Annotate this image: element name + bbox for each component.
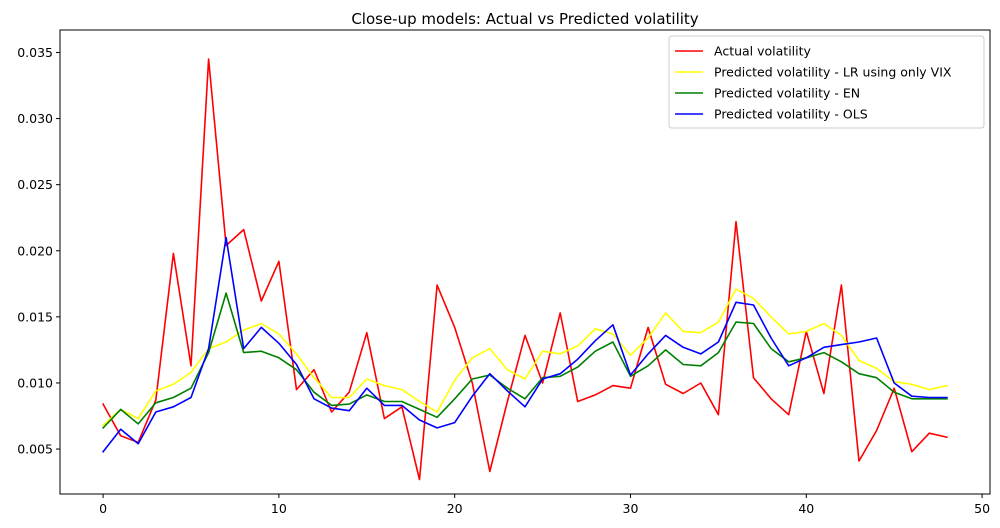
y-tick-label: 0.035 bbox=[17, 45, 53, 60]
x-tick-label: 0 bbox=[99, 501, 107, 516]
series-line-3 bbox=[101, 292, 948, 430]
series-line-2 bbox=[101, 288, 948, 427]
x-tick-label: 20 bbox=[447, 501, 463, 516]
y-tick-label: 0.015 bbox=[17, 309, 53, 324]
y-tick-label: 0.010 bbox=[17, 375, 53, 390]
series-line-4 bbox=[101, 236, 948, 453]
legend-label: Predicted volatility - OLS bbox=[714, 107, 868, 122]
y-tick-label: 0.025 bbox=[17, 177, 53, 192]
x-tick-label: 40 bbox=[798, 501, 814, 516]
x-tick-label: 50 bbox=[974, 501, 990, 516]
chart-title: Close-up models: Actual vs Predicted vol… bbox=[351, 10, 698, 28]
x-tick-label: 30 bbox=[623, 501, 639, 516]
plot-frame bbox=[59, 29, 991, 495]
y-tick-label: 0.020 bbox=[17, 243, 53, 258]
legend-label: Actual volatility bbox=[714, 44, 812, 59]
legend-label: Predicted volatility - LR using only VIX bbox=[714, 65, 952, 80]
legend: Actual volatility Predicted volatility - … bbox=[668, 35, 985, 129]
y-tick-label: 0.030 bbox=[17, 111, 53, 126]
x-axis: 0 10 20 30 40 50 bbox=[99, 494, 990, 516]
y-axis: 0.005 0.010 0.015 0.020 0.025 0.030 0.035 bbox=[17, 45, 60, 457]
y-tick-label: 0.005 bbox=[17, 442, 53, 457]
series-lines bbox=[101, 58, 948, 481]
legend-label: Predicted volatility - EN bbox=[714, 86, 860, 101]
x-tick-label: 10 bbox=[271, 501, 287, 516]
legend-box bbox=[668, 35, 985, 129]
